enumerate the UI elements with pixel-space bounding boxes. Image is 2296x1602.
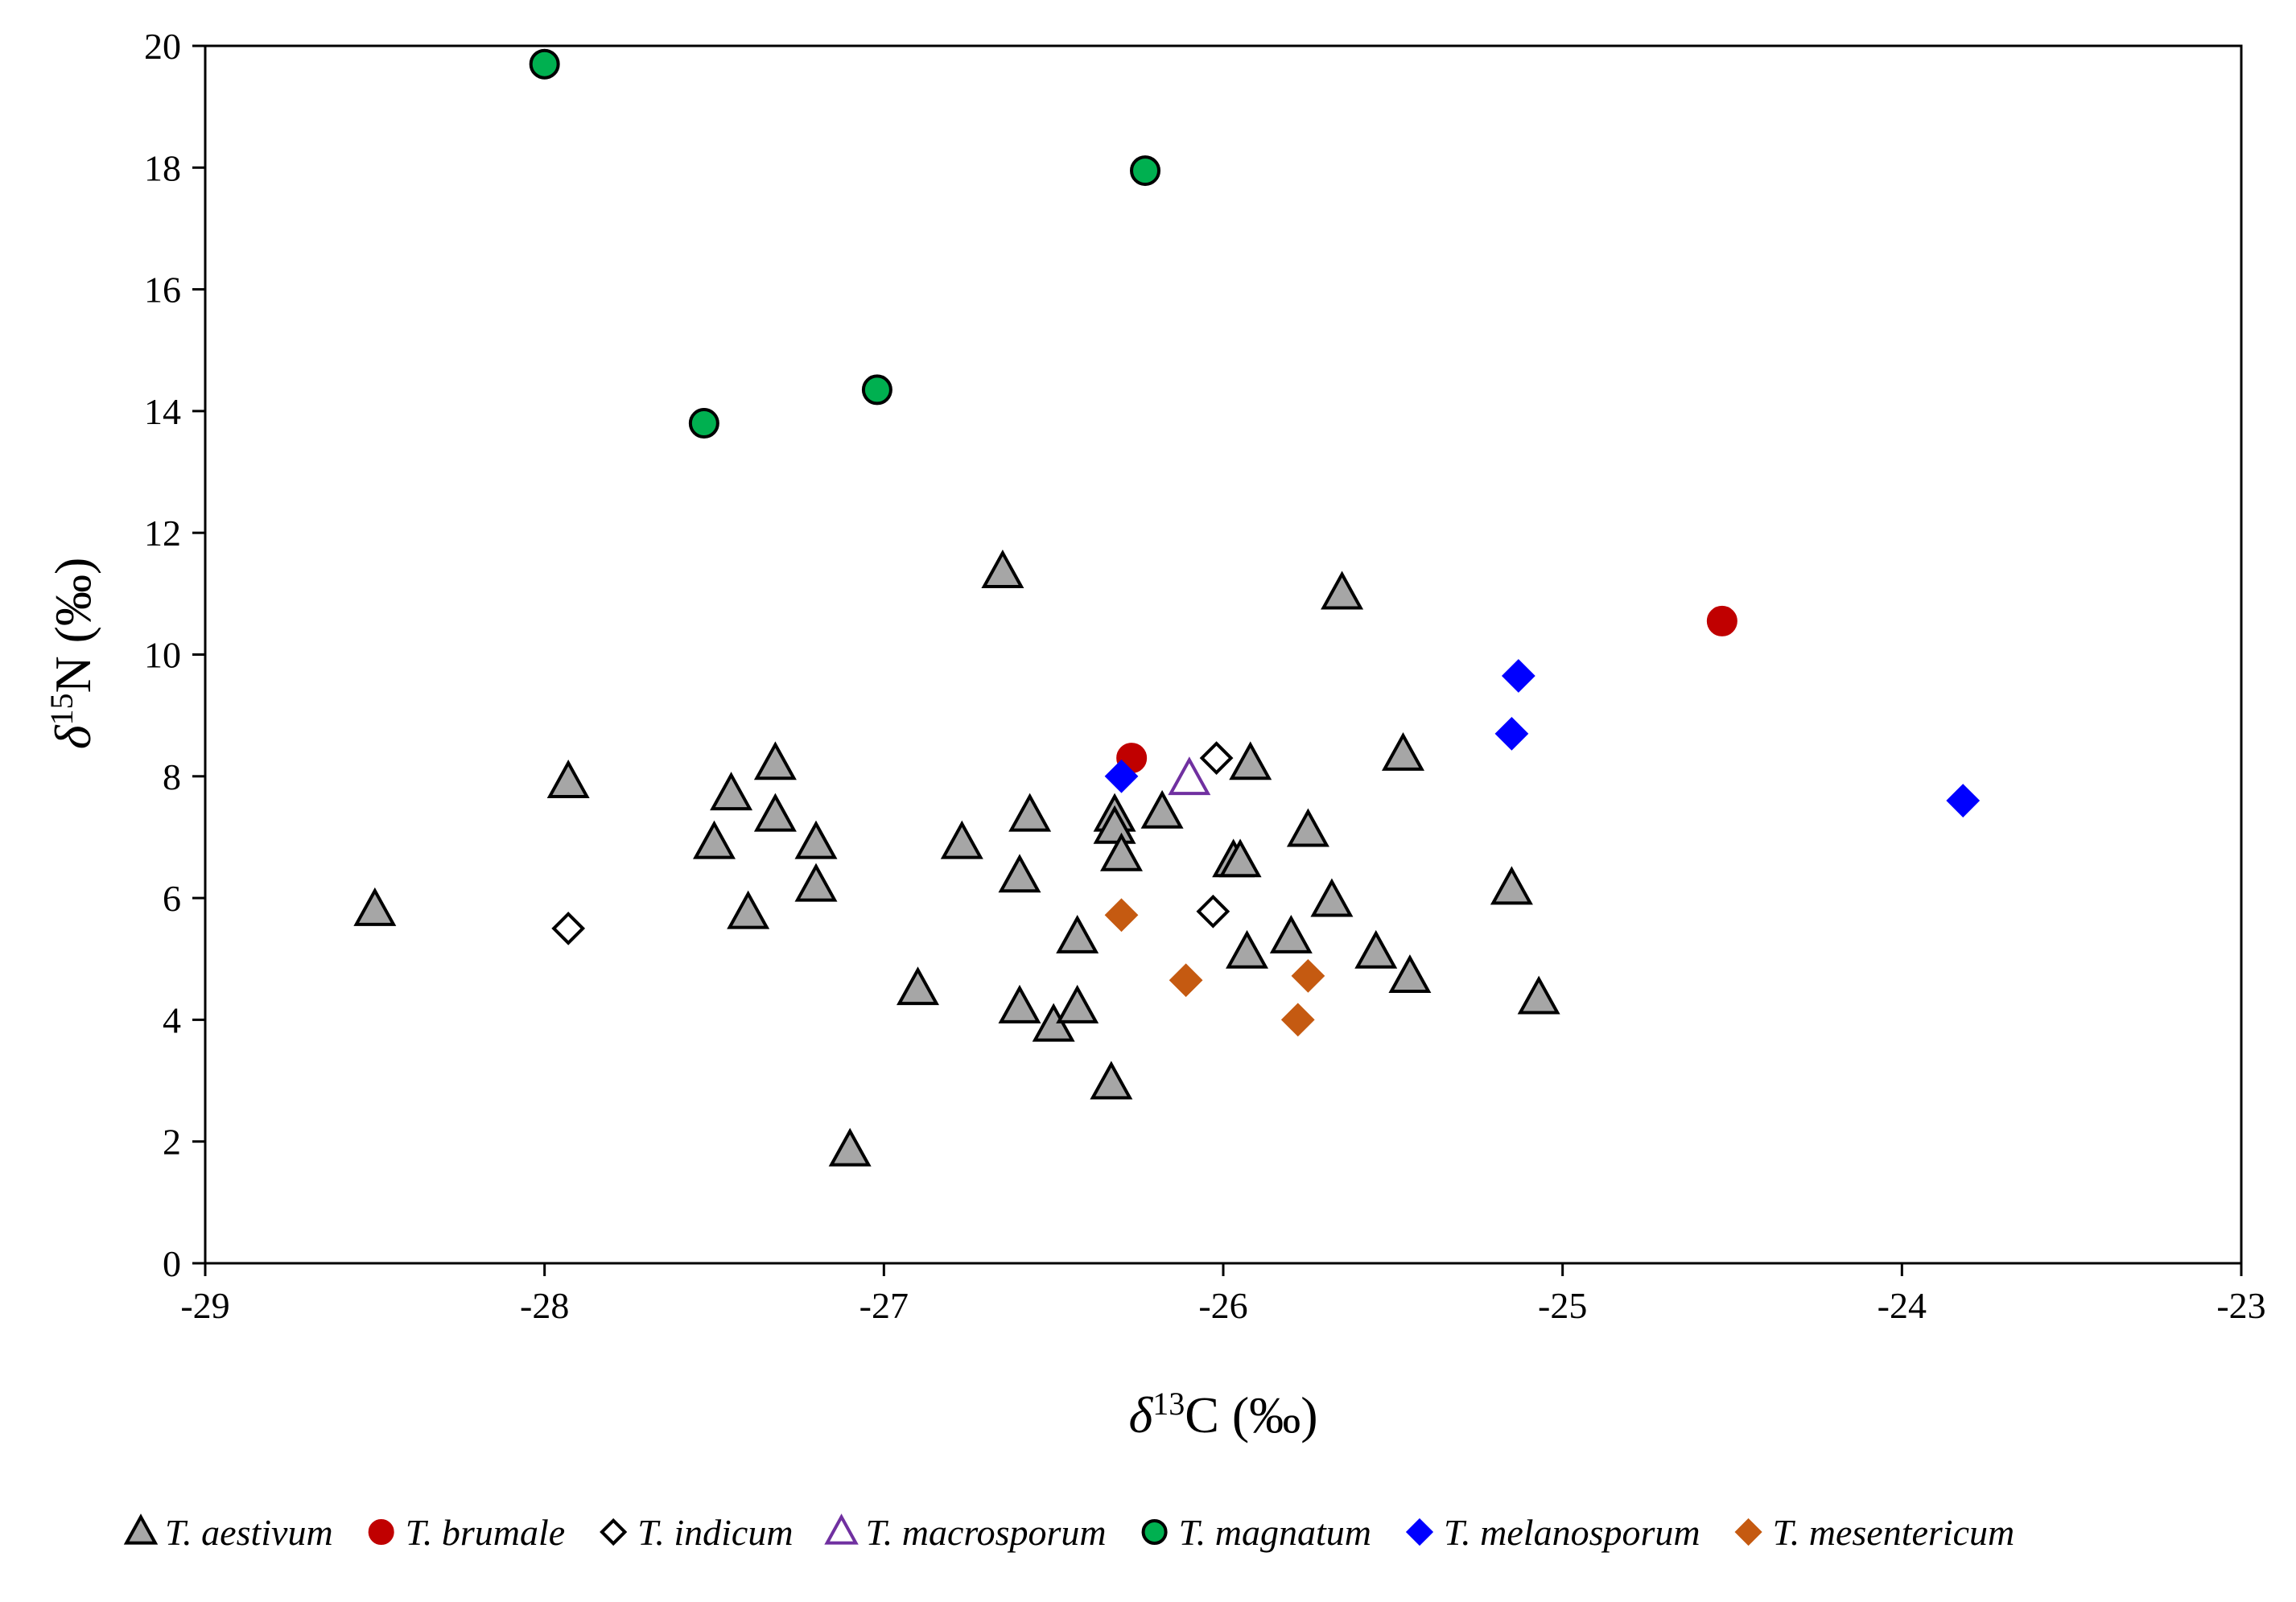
data-point-t-aestivum — [1381, 731, 1424, 771]
data-point-t-aestivum — [727, 890, 770, 929]
data-point-t-mesentericum — [1169, 963, 1203, 998]
data-point-t-aestivum — [940, 820, 983, 859]
data-point-t-melanosporum — [1104, 759, 1139, 793]
data-point-t-brumale — [1706, 605, 1737, 636]
y-tick-label: 12 — [144, 513, 181, 554]
data-point-t-mesentericum — [1104, 898, 1139, 933]
data-point-t-aestivum — [693, 820, 736, 859]
x-tick-label: -24 — [1878, 1285, 1927, 1326]
legend: T. aestivum T. brumale T. indicum T. macros… — [123, 1512, 2015, 1553]
data-point-t-mesentericum — [1291, 959, 1325, 993]
legend-marker-t-melanosporum — [1405, 1518, 1434, 1546]
data-point-t-aestivum — [1226, 929, 1269, 969]
legend-label-t-indicum: T. indicum — [637, 1512, 793, 1553]
x-tick-label: -29 — [180, 1285, 229, 1326]
y-tick-label: 10 — [144, 635, 181, 676]
y-tick-label: 6 — [163, 878, 181, 919]
y-tick-label: 14 — [144, 391, 181, 432]
legend-marker-t-macrosporum — [824, 1513, 859, 1545]
data-point-t-melanosporum — [1946, 784, 1981, 817]
data-point-t-melanosporum — [1501, 659, 1535, 693]
data-point-t-aestivum — [1269, 914, 1313, 953]
data-point-t-indicum — [551, 912, 586, 945]
legend-marker-t-indicum — [600, 1518, 628, 1546]
data-point-t-magnatum — [529, 48, 560, 80]
y-tick-label: 18 — [144, 147, 181, 188]
x-tick-label: -27 — [859, 1285, 909, 1326]
plot-area — [204, 44, 2243, 1265]
legend-marker-t-mesentericum — [1734, 1518, 1762, 1546]
legend-marker-t-magnatum — [1141, 1519, 1168, 1545]
data-point-t-aestivum — [353, 887, 397, 926]
legend-label-t-aestivum: T. aestivum — [165, 1512, 333, 1553]
data-point-t-aestivum — [1093, 805, 1136, 844]
data-point-t-aestivum — [828, 1127, 872, 1167]
data-point-t-macrosporum — [1168, 756, 1211, 796]
legend-label-t-macrosporum: T. macrosporum — [866, 1512, 1107, 1553]
legend-label-t-mesentericum: T. mesentericum — [1773, 1512, 2015, 1553]
data-point-t-aestivum — [753, 793, 797, 832]
data-point-t-aestivum — [1008, 793, 1052, 832]
legend-marker-t-brumale — [368, 1519, 394, 1545]
data-point-t-aestivum — [1056, 914, 1099, 953]
data-point-t-indicum — [1199, 741, 1234, 775]
x-tick-label: -28 — [520, 1285, 569, 1326]
data-point-t-aestivum — [1218, 838, 1262, 878]
data-point-t-aestivum — [753, 741, 797, 780]
y-tick-label: 4 — [163, 999, 181, 1040]
data-point-t-indicum — [1196, 894, 1230, 929]
x-tick-label: -25 — [1538, 1285, 1587, 1326]
legend-label-t-magnatum: T. magnatum — [1179, 1512, 1371, 1553]
y-tick-label: 8 — [163, 756, 181, 797]
data-point-t-aestivum — [1140, 789, 1184, 829]
y-tick-label: 16 — [144, 270, 181, 311]
data-point-t-aestivum — [1310, 878, 1354, 917]
data-point-t-aestivum — [794, 820, 838, 859]
legend-label-t-melanosporum: T. melanosporum — [1444, 1512, 1700, 1553]
y-axis-title: δ15N (‰) — [43, 558, 101, 750]
data-point-t-magnatum — [1130, 155, 1161, 187]
data-point-t-aestivum — [998, 984, 1041, 1023]
data-point-t-aestivum — [1286, 808, 1329, 847]
data-point-t-aestivum — [897, 966, 939, 1006]
data-point-t-melanosporum — [1494, 716, 1529, 751]
data-point-t-aestivum — [1056, 984, 1099, 1023]
data-point-t-magnatum — [861, 374, 892, 406]
data-point-t-aestivum — [710, 772, 753, 811]
data-point-t-aestivum — [1490, 866, 1533, 905]
data-point-t-aestivum — [1388, 954, 1432, 994]
data-point-t-aestivum — [1100, 832, 1143, 871]
axis-ticks: -29 -28 -27 -26 -25 -24 -23 0 2 4 6 8 10 12 14 16 18 20 — [144, 26, 2266, 1326]
data-point-t-aestivum — [1321, 570, 1364, 610]
data-point-t-aestivum — [1517, 975, 1560, 1015]
x-tick-label: -23 — [2216, 1285, 2265, 1326]
x-axis-title: δ13C (‰) — [1128, 1386, 1317, 1443]
data-point-t-aestivum — [794, 863, 838, 902]
data-point-t-magnatum — [688, 408, 719, 439]
data-points — [353, 48, 1981, 1167]
legend-label-t-brumale: T. brumale — [406, 1512, 566, 1553]
y-tick-label: 20 — [144, 26, 181, 67]
y-tick-label: 0 — [163, 1243, 181, 1284]
data-point-t-aestivum — [1229, 741, 1272, 780]
data-point-t-aestivum — [546, 760, 590, 798]
data-point-t-aestivum — [998, 854, 1041, 893]
legend-marker-t-aestivum — [123, 1513, 159, 1545]
data-point-t-aestivum — [1090, 1060, 1133, 1100]
y-tick-label: 2 — [163, 1122, 181, 1163]
data-point-t-aestivum — [981, 550, 1024, 588]
data-point-t-mesentericum — [1280, 1003, 1315, 1037]
data-point-t-aestivum — [1354, 929, 1398, 969]
x-tick-label: -26 — [1198, 1285, 1247, 1326]
